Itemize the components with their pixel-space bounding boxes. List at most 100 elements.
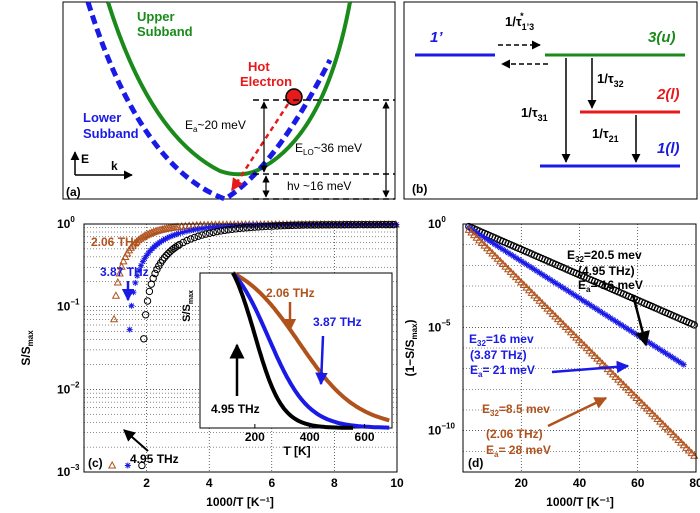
marker-d-star: [670, 354, 677, 361]
marker-d-triangle: [650, 411, 660, 420]
marker-d-star: [581, 298, 588, 305]
marker-d-star: [565, 288, 572, 295]
marker-c-circle: [374, 220, 383, 229]
marker-d-star: [662, 349, 669, 356]
svg-text:(2.06 THz): (2.06 THz): [486, 427, 543, 441]
marker-d-triangle: [677, 438, 686, 446]
tau-13-label: 1/τ1’3*: [505, 11, 534, 32]
marker-d-star: [526, 263, 533, 270]
level-2-label: 2(l): [656, 86, 680, 103]
marker-c-circle: [232, 225, 240, 233]
marker-d-star: [481, 234, 488, 241]
marker-c-circle: [284, 221, 293, 230]
hot-electron-path: [230, 103, 290, 192]
marker-d-star: [628, 328, 635, 335]
inset-annot-206: 2.06 THz: [266, 286, 315, 300]
marker-c-circle: [140, 335, 148, 343]
marker-c-star: [141, 255, 148, 262]
marker-d-star: [492, 241, 499, 248]
marker-d-triangle: [553, 314, 563, 323]
marker-c-triangle: [128, 240, 137, 249]
marker-c-circle: [160, 253, 169, 262]
svg-text:E32=20.5 mev: E32=20.5 mev: [567, 248, 642, 264]
marker-d-star: [604, 313, 611, 320]
marker-d-star: [478, 233, 485, 240]
marker-c-circle: [280, 221, 289, 230]
marker-c-circle: [310, 221, 319, 229]
marker-d-star: [599, 309, 606, 316]
marker-c-star: [168, 233, 175, 240]
panel-d: 20 40 60 80 100 10−5 10−10 (1−S/Smax) 1000/T […: [403, 215, 700, 509]
tick-label-c-y: 10−3: [57, 463, 80, 479]
tick-label-c-x: 8: [331, 476, 338, 490]
marker-d-star: [520, 259, 527, 266]
marker-d-star: [554, 281, 561, 288]
marker-c-triangle: [139, 231, 149, 240]
marker-d-triangle: [585, 346, 594, 354]
marker-c-circle: [183, 236, 191, 245]
marker-c-circle: [322, 221, 330, 229]
marker-d-star: [536, 269, 543, 276]
marker-d-triangle: [616, 377, 626, 386]
marker-d-triangle: [653, 414, 662, 423]
marker-d-star: [575, 294, 582, 301]
marker-d-star: [651, 343, 658, 350]
marker-c-circle: [141, 311, 150, 319]
svg-text:E32=8.5 mev: E32=8.5 mev: [482, 402, 550, 418]
marker-c-circle: [292, 221, 300, 229]
marker-d-triangle: [582, 343, 591, 352]
marker-d-triangle: [648, 409, 657, 417]
marker-d-triangle: [511, 272, 521, 281]
marker-d-star: [589, 303, 596, 310]
panel-b-frame: [403, 1, 698, 200]
marker-d-star: [649, 341, 656, 348]
marker-d-star: [552, 279, 559, 286]
marker-d-triangle: [556, 317, 565, 325]
marker-d-triangle: [524, 285, 534, 294]
panel-c-ticks: 2 4 6 8 10 100 10−1 10−2 10−3: [57, 215, 404, 490]
marker-c-star: [213, 223, 220, 230]
marker-d-circle: [690, 321, 698, 329]
marker-c-circle: [138, 461, 146, 470]
marker-c-circle: [277, 222, 285, 230]
marker-c-star: [132, 279, 139, 286]
panel-d-ylabel: (1−S/Smax): [403, 319, 419, 376]
marker-c-star: [198, 225, 205, 232]
tick-label-d-x: 60: [631, 476, 645, 490]
marker-d-star: [528, 264, 535, 271]
marker-d-star: [583, 299, 590, 306]
hv-label: hν ~16 meV: [287, 179, 351, 193]
marker-c-triangle: [108, 460, 117, 469]
marker-c-circle: [213, 227, 221, 236]
marker-d-star: [505, 249, 512, 256]
marker-c-star: [139, 258, 146, 265]
marker-d-triangle: [611, 372, 620, 380]
marker-c-star: [162, 235, 169, 242]
marker-d-star: [523, 261, 530, 268]
marker-d-triangle: [619, 380, 628, 388]
marker-d-star: [680, 361, 687, 368]
marker-d-triangle: [614, 375, 623, 383]
marker-d-star: [678, 359, 685, 366]
k-axis-label: k: [111, 159, 118, 173]
marker-d-triangle: [645, 406, 654, 415]
marker-c-circle: [356, 220, 364, 229]
marker-d-triangle: [467, 227, 476, 236]
panel-b-label: (b): [412, 182, 427, 196]
marker-d-triangle: [477, 238, 487, 246]
marker-c-star: [201, 225, 208, 232]
marker-d-triangle: [519, 280, 529, 289]
marker-c-circle: [202, 230, 210, 238]
marker-d-triangle: [503, 264, 513, 273]
marker-c-circle: [307, 221, 315, 229]
marker-d-star: [539, 271, 546, 278]
marker-d-triangle: [635, 396, 644, 404]
marker-c-circle: [239, 224, 248, 232]
marker-d-triangle: [527, 288, 536, 296]
marker-d-triangle: [509, 269, 518, 278]
marker-c-star: [136, 267, 143, 274]
panel-c-label: (c): [88, 456, 103, 470]
marker-d-star: [515, 256, 522, 263]
marker-d-star: [499, 246, 506, 253]
